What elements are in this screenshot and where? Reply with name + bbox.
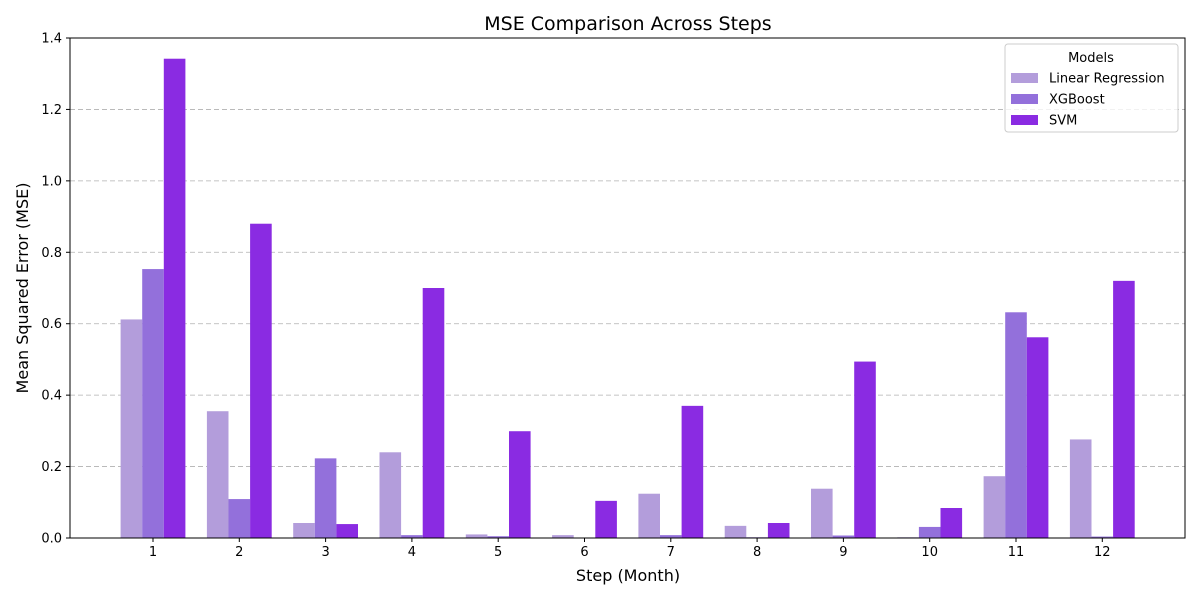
bar: [314, 458, 337, 538]
y-tick-label: 0.6: [41, 317, 62, 332]
x-tick-label: 4: [408, 545, 416, 560]
y-tick-label: 0.4: [41, 389, 62, 404]
x-tick-label: 11: [1008, 545, 1025, 560]
legend-swatch: [1011, 115, 1038, 125]
bar: [811, 488, 833, 538]
legend-swatch: [1011, 73, 1038, 83]
bar: [724, 525, 747, 538]
y-tick-label: 0.0: [41, 532, 62, 547]
plot-area-frame: [69, 37, 1186, 539]
x-tick-label: 7: [667, 545, 675, 560]
bar: [983, 476, 1006, 538]
bar: [250, 223, 272, 538]
x-tick-label: 3: [321, 545, 329, 560]
x-tick-label: 2: [235, 545, 243, 560]
chart-title: MSE Comparison Across Steps: [484, 13, 771, 35]
y-tick-label: 1.4: [41, 32, 62, 47]
bar: [918, 526, 941, 538]
legend-title: Models: [1068, 51, 1114, 66]
x-tick-label: 1: [149, 545, 157, 560]
bar: [940, 508, 963, 538]
bar: [509, 431, 531, 538]
bar: [163, 58, 186, 538]
bar: [854, 361, 876, 538]
x-tick-label: 12: [1094, 545, 1111, 560]
bar: [1069, 439, 1092, 538]
x-tick-label: 5: [494, 545, 502, 560]
legend-label: SVM: [1049, 114, 1077, 129]
y-tick-label: 1.2: [41, 103, 62, 118]
legend-box: [1004, 43, 1179, 133]
bar: [120, 319, 143, 538]
bar: [379, 452, 402, 538]
bars: [120, 58, 1135, 538]
bar: [336, 524, 358, 538]
bar: [142, 269, 164, 538]
bar: [422, 288, 445, 538]
x-tick-label: 10: [921, 545, 938, 560]
x-tick-label: 8: [753, 545, 761, 560]
legend-swatch: [1011, 94, 1038, 104]
x-tick-label: 9: [839, 545, 847, 560]
bar: [1026, 337, 1049, 538]
y-axis-title: Mean Squared Error (MSE): [13, 183, 32, 394]
x-tick-label: 6: [580, 545, 588, 560]
legend: Models Linear Regression XGBoost SVM: [1004, 43, 1179, 133]
bar: [487, 536, 509, 538]
y-axis-ticks: 0.0 0.2 0.4 0.6 0.8 1.0 1.2 1.4: [41, 32, 70, 547]
legend-items: Linear Regression XGBoost SVM: [1011, 72, 1165, 129]
y-tick-label: 0.2: [41, 460, 62, 475]
bar: [1091, 536, 1114, 538]
bar: [465, 534, 488, 538]
bar: [228, 499, 251, 538]
x-axis-ticks: 1 2 3 4 5 6 7 8 9 10 11 12: [149, 538, 1111, 560]
bar: [767, 523, 790, 538]
bar: [660, 535, 682, 538]
bar: [206, 411, 229, 538]
y-tick-label: 0.8: [41, 246, 62, 261]
y-tick-label: 1.0: [41, 174, 62, 189]
bar: [832, 535, 855, 538]
bar: [552, 535, 574, 538]
bar: [595, 500, 617, 538]
bar: [681, 405, 704, 538]
legend-label: XGBoost: [1049, 93, 1105, 108]
legend-label: Linear Regression: [1049, 72, 1165, 87]
bar: [293, 523, 315, 538]
bar: [1113, 280, 1135, 538]
bar: [1005, 312, 1027, 538]
bar: [401, 535, 423, 538]
x-axis-title: Step (Month): [576, 566, 680, 585]
bar: [638, 493, 660, 538]
